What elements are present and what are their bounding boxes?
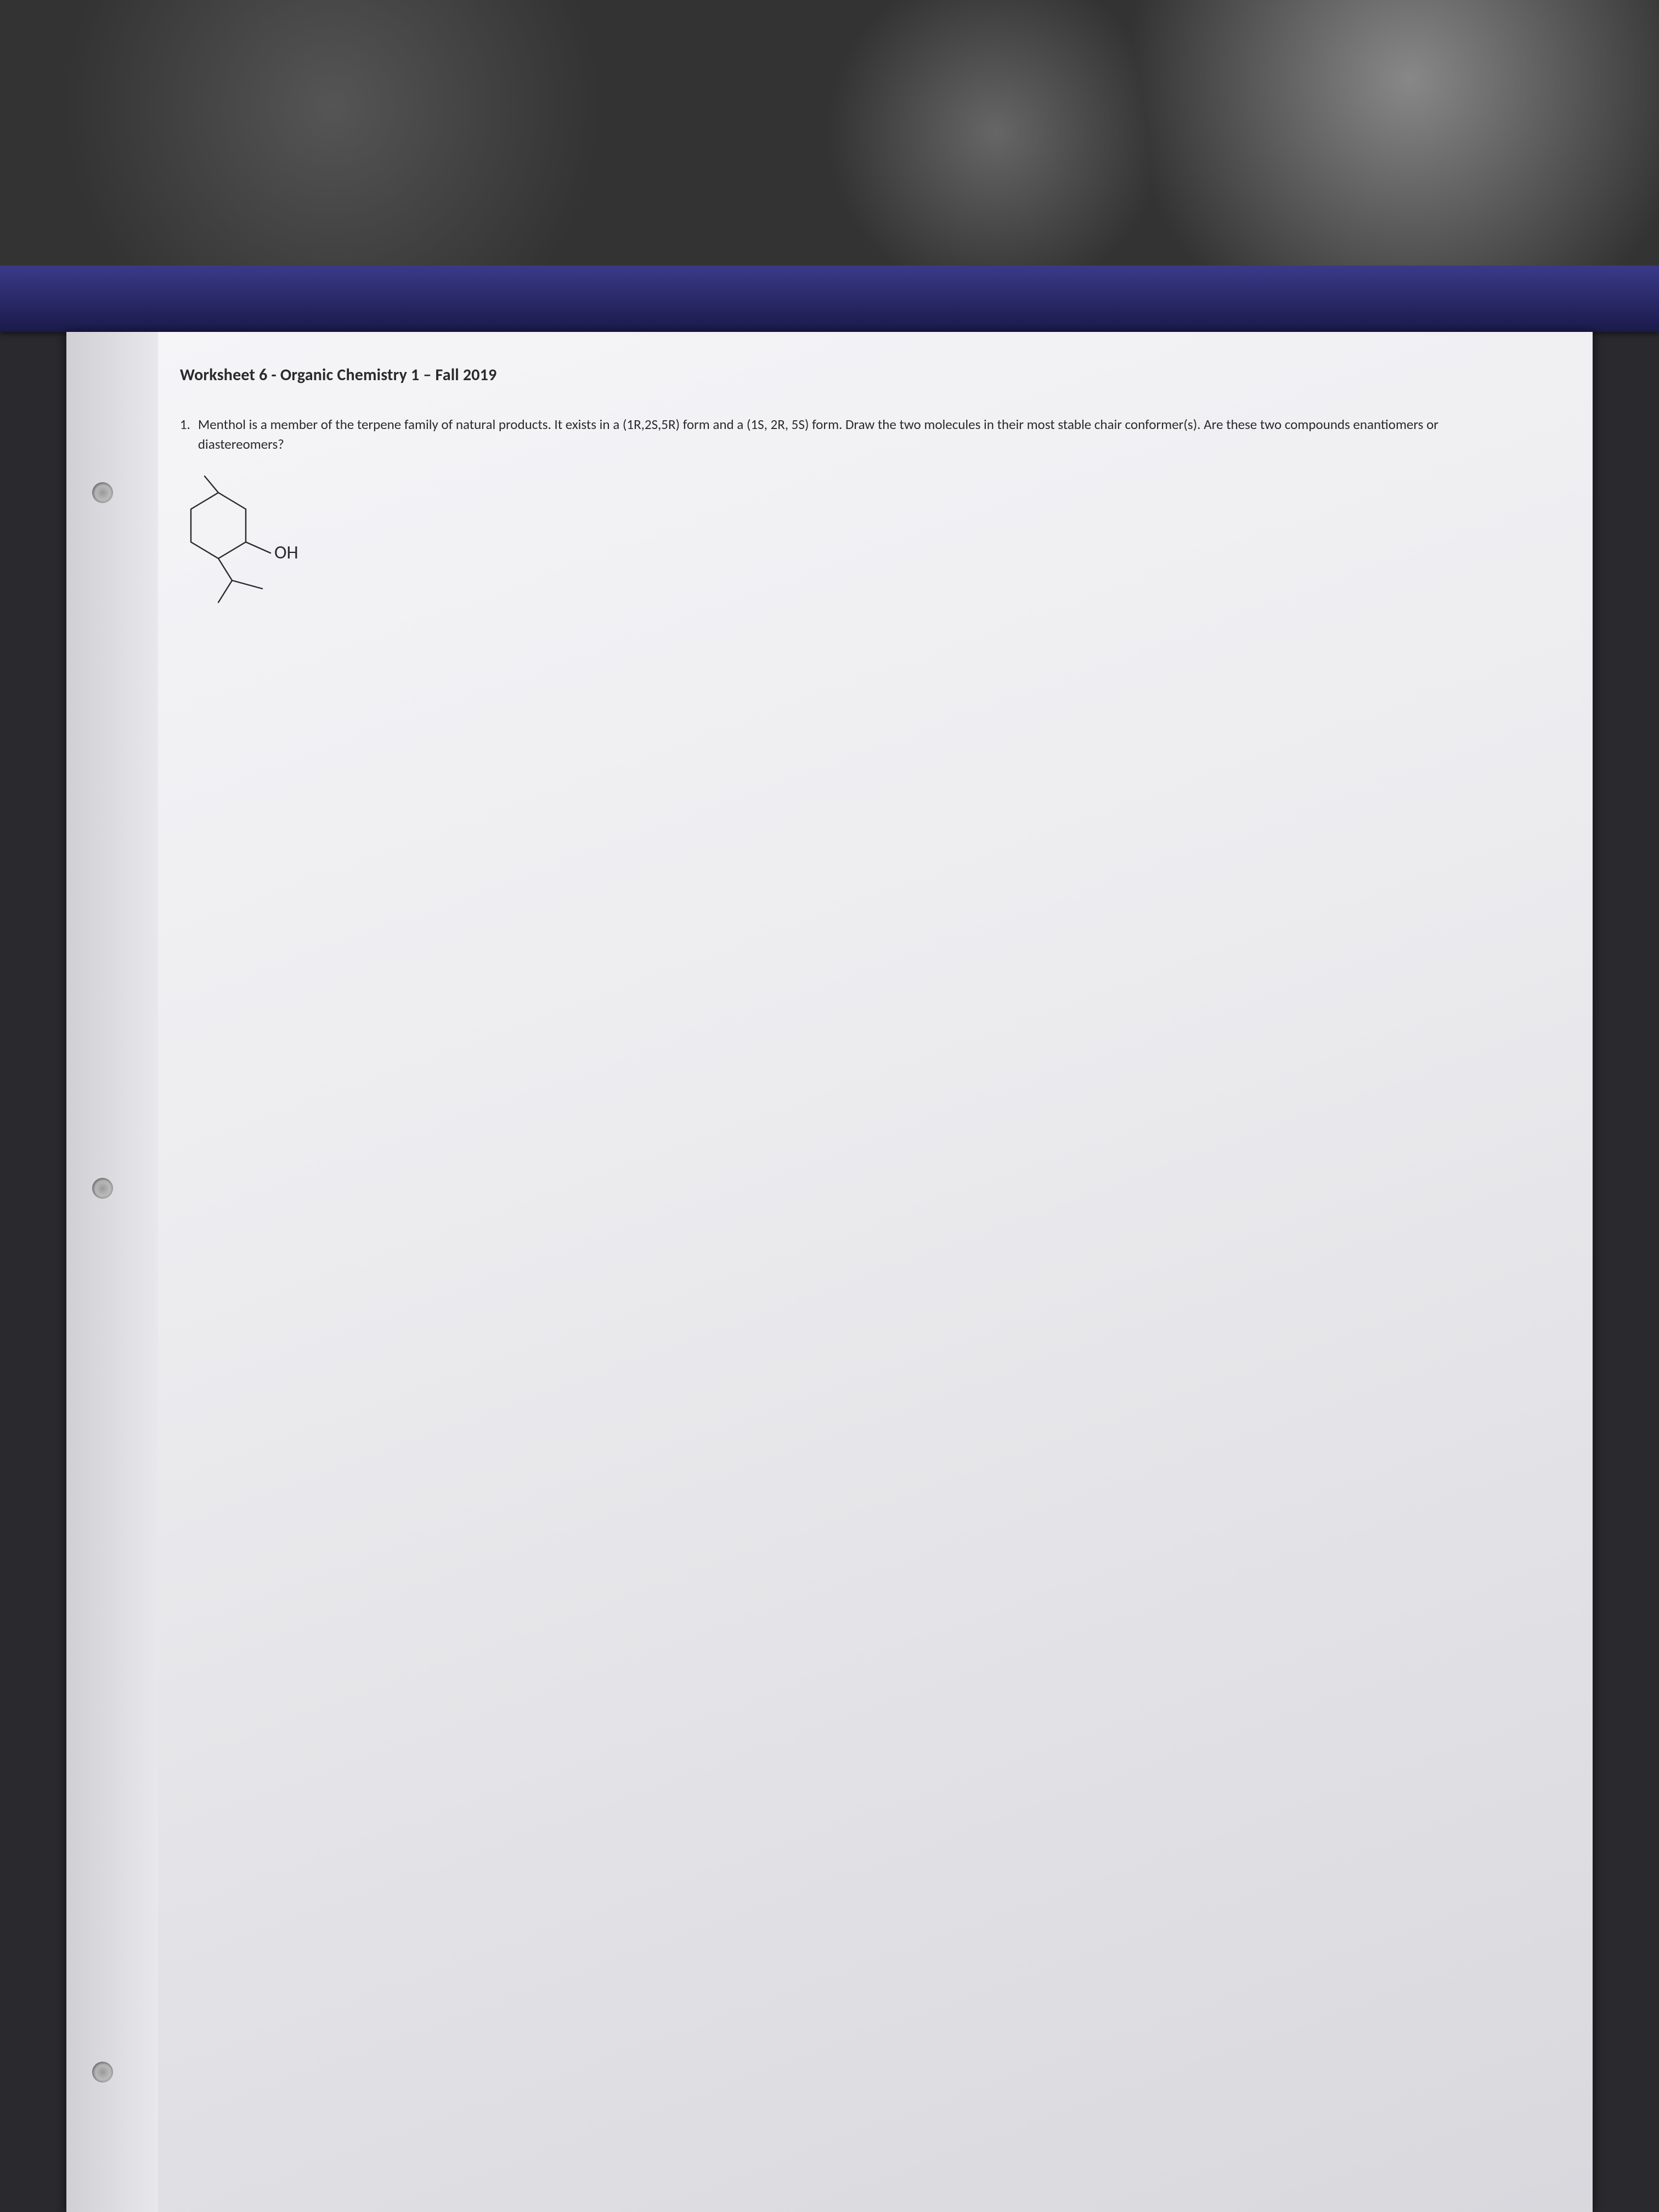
worksheet-page: Worksheet 6 - Organic Chemistry 1 – Fall… bbox=[66, 332, 1593, 2212]
menthol-structure: OH bbox=[174, 471, 1554, 616]
question-text: Menthol is a member of the terpene famil… bbox=[198, 415, 1486, 455]
punch-hole bbox=[92, 482, 113, 503]
punch-hole bbox=[92, 1178, 113, 1199]
paper-content: Worksheet 6 - Organic Chemistry 1 – Fall… bbox=[158, 332, 1593, 2212]
punch-hole bbox=[92, 2062, 113, 2083]
question-number: 1. bbox=[180, 415, 190, 455]
question-block: 1. Menthol is a member of the terpene fa… bbox=[180, 415, 1486, 455]
punch-hole-margin bbox=[66, 332, 158, 2212]
hydroxyl-label: OH bbox=[274, 541, 298, 564]
binder-edge bbox=[0, 266, 1659, 332]
molecule-svg: OH bbox=[174, 471, 339, 613]
worksheet-title: Worksheet 6 - Organic Chemistry 1 – Fall… bbox=[180, 365, 1554, 385]
photo-background bbox=[0, 0, 1659, 266]
